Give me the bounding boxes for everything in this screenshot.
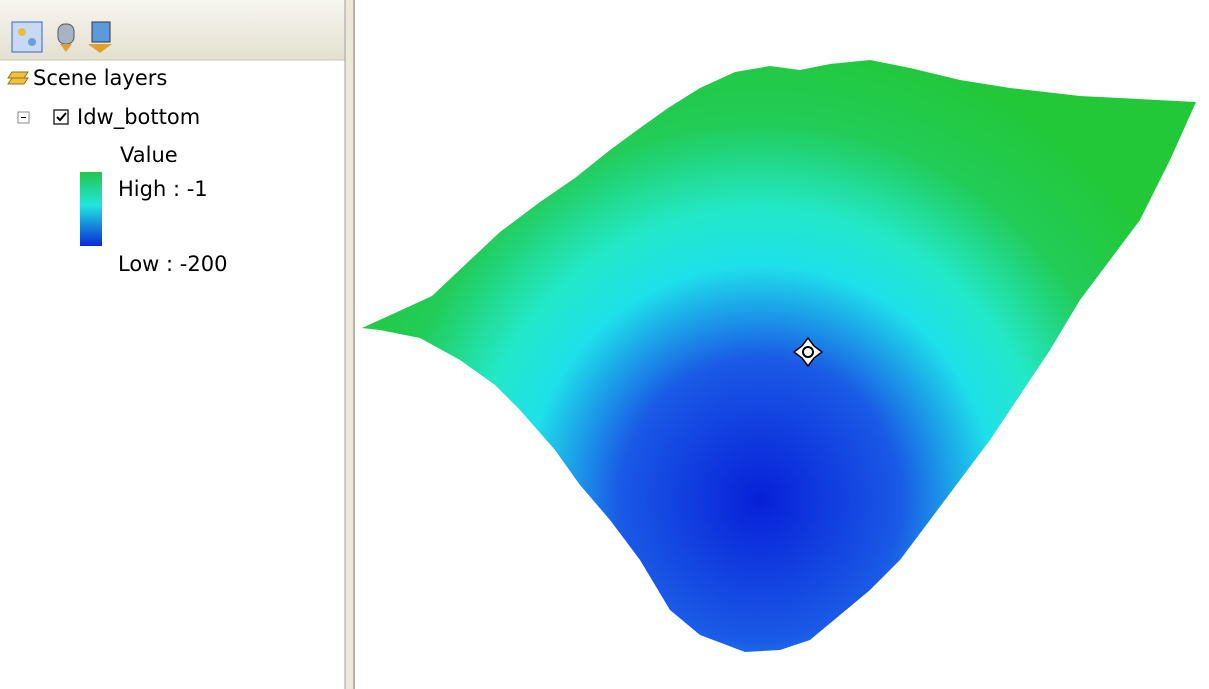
legend-ramp <box>80 172 102 246</box>
legend-high: High : -1 <box>118 177 208 201</box>
arcscene-window: Scene layers Idw_bottom Value High : -1 … <box>0 0 1209 689</box>
legend-field: Value <box>120 143 178 167</box>
layers-icon <box>8 72 28 84</box>
icon <box>28 38 36 46</box>
legend-low: Low : -200 <box>118 252 227 276</box>
layer-checkbox[interactable] <box>54 110 68 124</box>
screen: Scene layers Idw_bottom Value High : -1 … <box>0 0 1209 689</box>
toc-toolbar <box>0 0 345 60</box>
icon <box>18 28 26 36</box>
list-by-drawing-order-button[interactable] <box>12 22 42 52</box>
scene-layers-label: Scene layers <box>33 66 167 90</box>
toc-panel <box>0 0 345 689</box>
icon <box>58 24 74 44</box>
layer-name[interactable]: Idw_bottom <box>77 105 200 130</box>
icon <box>92 22 110 42</box>
